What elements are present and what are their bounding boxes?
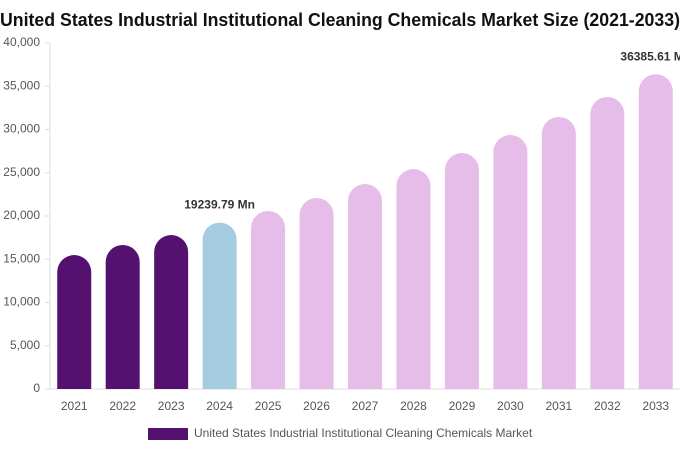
x-tick-label: 2021 — [61, 399, 88, 413]
bar — [202, 222, 237, 389]
y-tick-label: 20,000 — [3, 208, 40, 222]
x-tick-label: 2029 — [449, 399, 476, 413]
y-tick-label: 10,000 — [3, 295, 40, 309]
y-tick-label: 5,000 — [10, 338, 40, 352]
legend-swatch — [148, 428, 188, 440]
chart-title: United States Industrial Institutional C… — [0, 10, 680, 30]
bar — [590, 96, 625, 389]
y-tick-label: 35,000 — [3, 78, 40, 92]
x-tick-label: 2025 — [255, 399, 282, 413]
x-tick-label: 2030 — [497, 399, 524, 413]
x-tick-label: 2022 — [109, 399, 136, 413]
bar — [638, 74, 673, 390]
y-tick-label: 0 — [33, 381, 40, 395]
value-label: 36385.61 Mn — [620, 49, 680, 63]
bar — [251, 210, 286, 389]
bar — [105, 244, 140, 389]
x-tick-label: 2026 — [303, 399, 330, 413]
y-tick-label: 15,000 — [3, 251, 40, 265]
legend-label: United States Industrial Institutional C… — [194, 426, 533, 440]
bar — [57, 255, 92, 389]
y-tick-label: 30,000 — [3, 122, 40, 136]
bar — [299, 198, 334, 389]
x-tick-label: 2027 — [352, 399, 379, 413]
bar — [541, 116, 576, 389]
x-tick-label: 2023 — [158, 399, 185, 413]
bar — [154, 235, 189, 389]
x-tick-label: 2032 — [594, 399, 621, 413]
value-label: 19239.79 Mn — [184, 198, 255, 212]
x-tick-label: 2024 — [206, 399, 233, 413]
bar — [396, 169, 431, 389]
bar — [493, 135, 528, 389]
bar — [444, 153, 479, 389]
y-tick-label: 40,000 — [3, 35, 40, 49]
y-tick-label: 25,000 — [3, 165, 40, 179]
x-tick-label: 2033 — [642, 399, 669, 413]
x-tick-label: 2031 — [545, 399, 572, 413]
bar — [348, 183, 382, 389]
x-tick-label: 2028 — [400, 399, 427, 413]
